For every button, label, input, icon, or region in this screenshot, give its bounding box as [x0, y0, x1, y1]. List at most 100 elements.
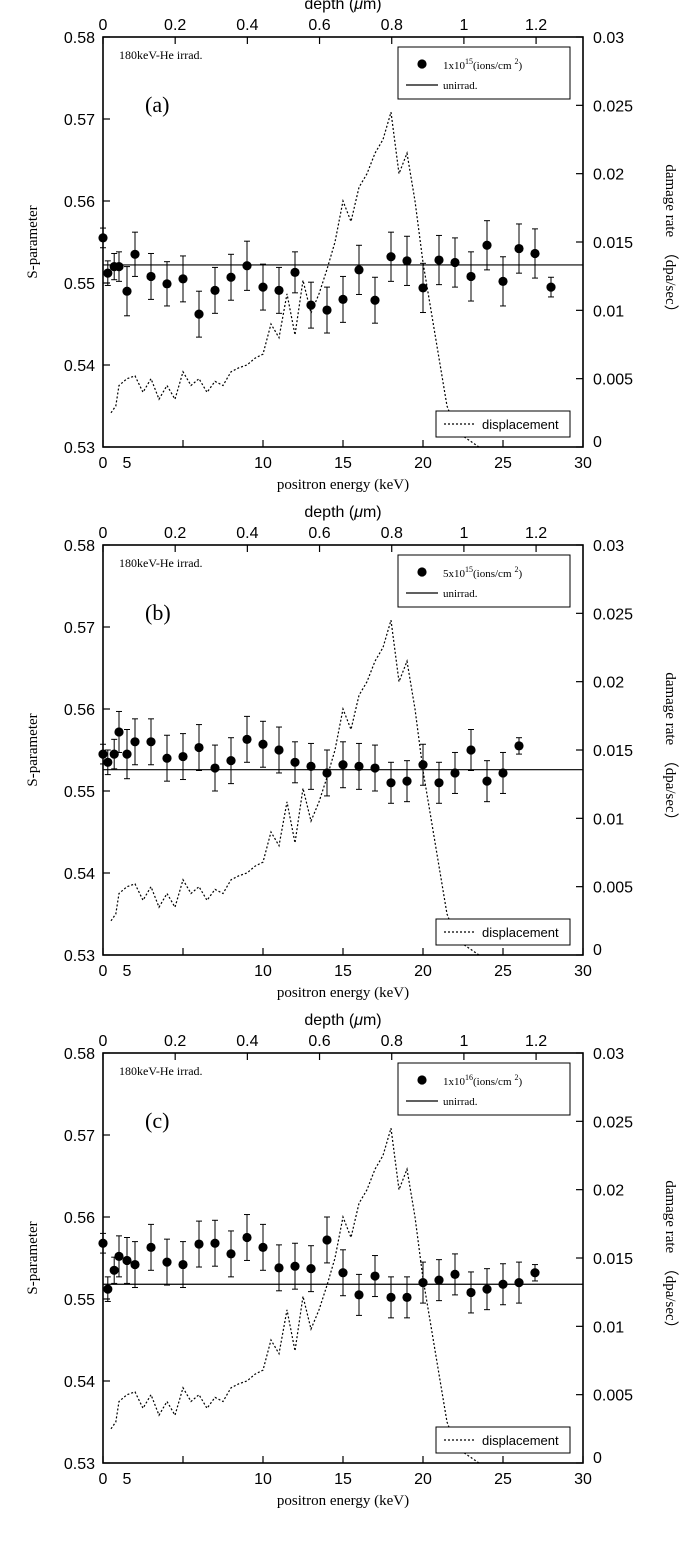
top-axis-title-prefix: depth (: [304, 0, 354, 13]
x-tick-label: 10: [254, 455, 272, 472]
data-marker: [482, 776, 492, 786]
x-axis-title: positron energy (keV): [277, 477, 409, 493]
data-marker: [226, 272, 236, 282]
top-tick-label: 1.2: [525, 525, 547, 542]
data-marker: [146, 271, 156, 282]
data-point: [146, 718, 156, 766]
data-point: [242, 1214, 252, 1261]
y2-axis-title: damage rate （dpa/sec）: [662, 672, 679, 827]
top-axis-title-mu: μ: [353, 0, 363, 13]
data-marker: [109, 749, 119, 759]
legend-line-label: unirrad.: [443, 80, 478, 92]
top-tick-label: 0.6: [308, 1033, 330, 1050]
data-point: [482, 1268, 492, 1311]
data-marker: [434, 1275, 444, 1285]
data-point: [162, 1238, 172, 1286]
data-point: [146, 252, 156, 300]
data-point: [162, 261, 172, 307]
top-tick-label: 0.2: [164, 525, 186, 542]
data-point: [514, 737, 524, 755]
data-marker: [402, 256, 412, 266]
legend-displacement: displacement: [435, 1426, 571, 1454]
data-point: [258, 1223, 268, 1271]
y-tick-label: 0.54: [64, 1374, 95, 1391]
y-axis-title: S-parameter: [25, 713, 41, 786]
data-point: [122, 266, 132, 317]
x-tick-label: 25: [494, 455, 512, 472]
top-tick-label: 1: [459, 1033, 468, 1050]
data-marker: [114, 262, 124, 272]
x-tick-label: 0: [99, 963, 108, 980]
data-point: [226, 253, 236, 301]
data-marker: [450, 257, 460, 268]
data-marker: [98, 233, 108, 243]
top-axis-title-mu: μ: [353, 1012, 363, 1029]
data-marker: [210, 1238, 220, 1248]
data-point: [290, 251, 300, 294]
data-marker: [306, 1264, 316, 1274]
data-marker: [130, 249, 140, 259]
y-tick-label: 0.54: [64, 866, 95, 883]
y2-tick-label: 0.025: [593, 1114, 633, 1131]
data-marker: [466, 745, 476, 755]
legend-dose-unit-exp: 2: [515, 1073, 519, 1082]
data-point: [98, 743, 108, 765]
data-point: [98, 1232, 108, 1254]
top-tick-label: 0.4: [236, 17, 258, 34]
legend-marker: [417, 1075, 427, 1085]
top-axis-title-suffix: m): [363, 504, 382, 521]
legend: 5x1015(ions/cm 2) unirrad.: [397, 554, 571, 608]
top-tick-label: 1: [459, 17, 468, 34]
y-tick-label: 0.53: [64, 948, 95, 965]
data-point: [450, 237, 460, 288]
data-marker: [122, 286, 132, 296]
top-tick-label: 0.8: [381, 17, 403, 34]
y2-tick-label: 0.015: [593, 1251, 633, 1268]
legend: 1x1016(ions/cm 2) unirrad.: [397, 1062, 571, 1116]
y-tick-label: 0.58: [64, 1046, 95, 1063]
data-marker: [290, 757, 300, 767]
legend-dose-unit-exp: 2: [515, 565, 519, 574]
data-marker: [194, 1239, 204, 1249]
data-point: [274, 1244, 284, 1292]
legend-dose-label: 1x1015(ions/cm 2): [443, 57, 523, 72]
data-point: [498, 256, 508, 307]
x-tick-label: 30: [574, 455, 592, 472]
data-point: [402, 1276, 412, 1319]
data-marker: [194, 742, 204, 753]
data-marker: [242, 261, 252, 271]
legend-curve-label: displacement: [482, 1433, 559, 1448]
x-tick-label: 15: [334, 455, 352, 472]
x-tick-label: 10: [254, 1471, 272, 1488]
legend-dose-exp: 15: [465, 565, 473, 574]
data-marker: [146, 1242, 156, 1252]
y-tick-label: 0.55: [64, 1292, 95, 1309]
data-marker: [290, 1261, 300, 1271]
data-marker: [498, 768, 508, 778]
data-point: [122, 729, 132, 780]
chart-panel: 0.530.540.550.560.570.5800.0050.010.0150…: [25, 0, 679, 493]
data-marker: [498, 276, 508, 286]
data-point: [226, 1230, 236, 1278]
data-marker: [418, 1278, 428, 1288]
data-marker: [434, 255, 444, 265]
top-axis-title: depth (μm): [304, 0, 381, 13]
top-tick-label: 0.6: [308, 525, 330, 542]
irradiation-annotation: 180keV-He irrad.: [119, 1064, 203, 1078]
data-point: [103, 749, 113, 776]
data-marker: [338, 294, 348, 304]
data-point: [194, 724, 204, 771]
y2-tick-label: 0: [593, 942, 602, 959]
y-tick-label: 0.54: [64, 358, 95, 375]
data-point: [498, 1263, 508, 1306]
data-point: [482, 220, 492, 271]
data-marker: [418, 283, 428, 293]
panel-label: (c): [145, 1108, 169, 1133]
y2-tick-label: 0.03: [593, 538, 624, 555]
x-tick-label: 15: [334, 1471, 352, 1488]
data-marker: [258, 282, 268, 292]
legend-displacement: displacement: [435, 410, 571, 438]
x-axis-title: positron energy (keV): [277, 985, 409, 1001]
data-marker: [482, 1284, 492, 1294]
